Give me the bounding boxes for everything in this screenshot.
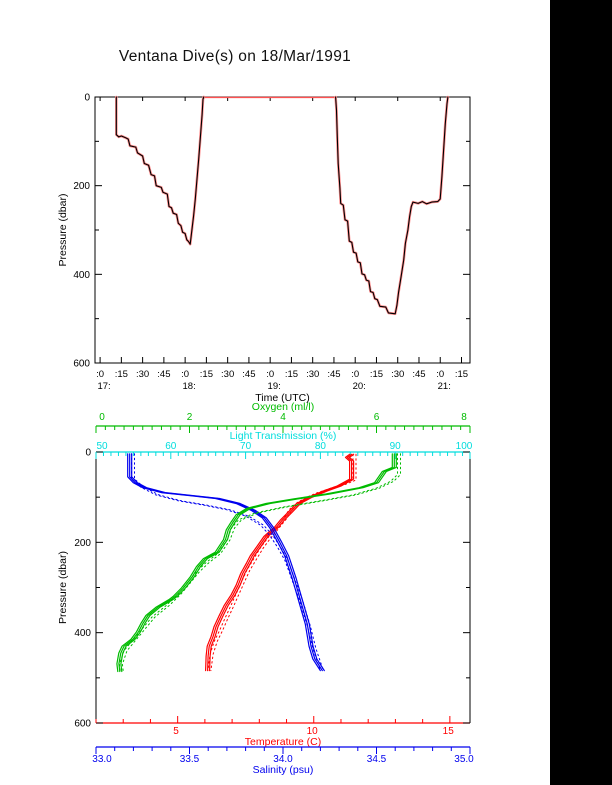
pressure-tick-label: 600	[73, 359, 90, 370]
time-minute-label: :30	[391, 369, 404, 380]
time-minute-label: :45	[157, 369, 170, 380]
temperature-dive1-cast2	[205, 453, 351, 672]
time-minute-label: :15	[455, 369, 468, 380]
salinity-tick-label: 35.0	[454, 754, 474, 765]
screen-black-border	[550, 0, 612, 785]
top-plot-frame	[94, 96, 471, 364]
pressure-tick-label: 400	[73, 270, 90, 281]
temperature-axis-title: Temperature (C)	[245, 736, 321, 748]
light-tick-label: 80	[315, 441, 327, 452]
salinity-dive1	[129, 453, 323, 672]
oxygen-dive2-cast1	[121, 453, 401, 672]
pressure-tick-label: 200	[74, 538, 91, 549]
salinity-tick-label: 33.0	[92, 754, 112, 765]
oxygen-dive1-cast2	[116, 453, 393, 673]
time-hour-label: 19:	[268, 381, 281, 392]
time-minute-label: :15	[370, 369, 383, 380]
oxygen-tick-label: 6	[374, 412, 380, 423]
time-minute-label: :0	[436, 369, 444, 380]
temperature-tick-label: 5	[173, 726, 179, 737]
time-minute-label: :0	[96, 369, 104, 380]
time-minute-label: :30	[306, 369, 319, 380]
temperature-tick-label: 10	[307, 726, 319, 737]
light-tick-label: 60	[165, 441, 177, 452]
pressure-tick-label: 0	[84, 93, 90, 104]
time-minute-label: :0	[181, 369, 189, 380]
light-axis-title: Light Transmission (%)	[230, 430, 337, 442]
pressure-axis-title: Pressure (dbar)	[57, 551, 69, 624]
figure-title: Ventana Dive(s) on 18/Mar/1991	[118, 48, 352, 65]
salinity-dive1-cast1	[131, 453, 325, 672]
oxygen-dive1-cast1	[120, 453, 397, 673]
pressure-tick-label: 200	[73, 181, 90, 192]
salinity-axis-title: Salinity (psu)	[253, 764, 314, 776]
time-hour-label: 21:	[438, 381, 451, 392]
temperature-dive2	[207, 453, 354, 672]
salinity-dive2	[131, 453, 321, 672]
salinity-dive1-cast2	[127, 453, 321, 672]
dive2-pressure-track	[335, 96, 449, 315]
light-tick-label: 70	[240, 441, 252, 452]
salinity-tick-label: 34.5	[367, 754, 387, 765]
time-minute-label: :0	[351, 369, 359, 380]
oxygen-tick-label: 0	[99, 412, 105, 423]
oxygen-dive2	[118, 453, 398, 672]
time-minute-label: :45	[412, 369, 425, 380]
temperature-tick-label: 15	[443, 726, 455, 737]
time-hour-label: 17:	[97, 381, 110, 392]
temperature-dive1	[207, 453, 353, 672]
time-minute-label: :30	[136, 369, 149, 380]
oxygen-tick-label: 8	[461, 412, 467, 423]
time-minute-label: :0	[266, 369, 274, 380]
temperature-dive1-cast1	[209, 453, 355, 672]
pressure-axis-title: Pressure (dbar)	[57, 194, 69, 267]
time-minute-label: :15	[115, 369, 128, 380]
oxygen-tick-label: 4	[280, 412, 286, 423]
dive-plots-canvas: 0200400600:017::15:30:45:018::15:30:45:0…	[57, 93, 474, 777]
salinity-tick-label: 34.0	[273, 754, 293, 765]
time-minute-label: :45	[242, 369, 255, 380]
salinity-tick-label: 33.5	[180, 754, 200, 765]
light-tick-label: 100	[456, 441, 473, 452]
time-minute-label: :45	[327, 369, 340, 380]
bottom-chart-profiles: 0 200 400 600 Pressure (dbar) 0 2 4 6 8 Oxygen (ml…	[57, 401, 474, 776]
pressure-tick-label: 0	[85, 448, 91, 459]
light-tick-label: 90	[390, 441, 402, 452]
salinity-dive2-cast1	[134, 453, 324, 672]
time-hour-label: 20:	[353, 381, 366, 392]
oxygen-axis-title: Oxygen (ml/l)	[252, 401, 314, 413]
pressure-tick-label: 600	[74, 719, 91, 730]
top-chart-time-series: 0200400600:017::15:30:45:018::15:30:45:0…	[57, 93, 471, 404]
oxygen-dive1	[118, 453, 395, 673]
time-hour-label: 18:	[183, 381, 196, 392]
time-minute-label: :30	[221, 369, 234, 380]
pressure-tick-label: 400	[74, 628, 91, 639]
dive2-pressure-track-raw-underlay	[334, 95, 450, 316]
time-minute-label: :15	[285, 369, 298, 380]
time-minute-label: :15	[200, 369, 213, 380]
time-axis-title: Time (UTC)	[255, 392, 309, 404]
dive1-pressure-track-raw-underlay	[115, 95, 206, 246]
dive1-pressure-track	[115, 96, 205, 245]
light-tick-label: 50	[96, 441, 108, 452]
temperature-dive2-cast1	[210, 453, 357, 672]
oxygen-tick-label: 2	[187, 412, 193, 423]
